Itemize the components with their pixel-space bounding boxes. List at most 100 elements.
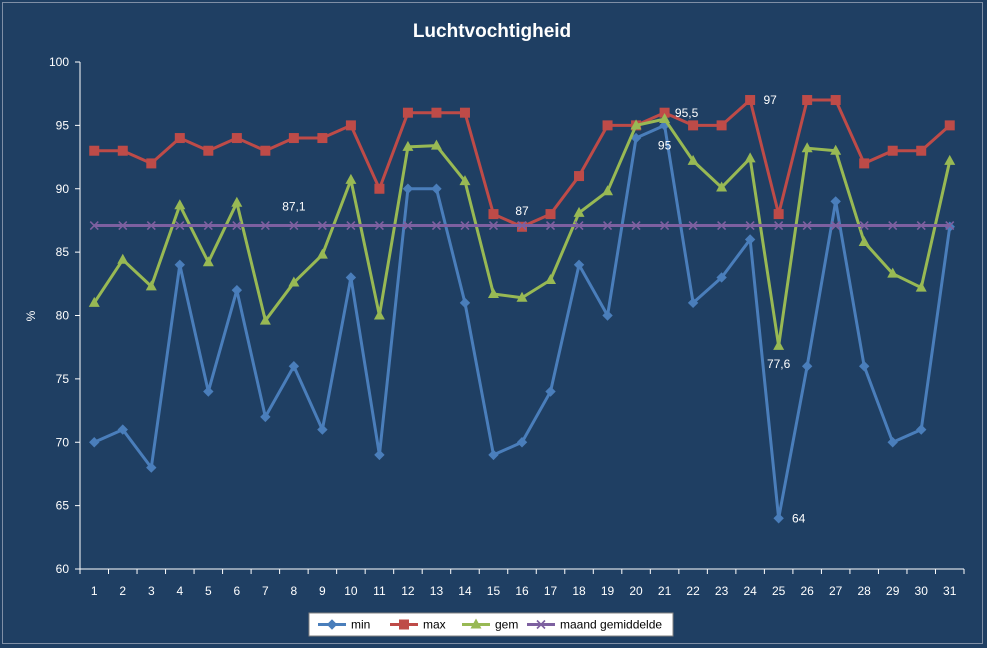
point-max — [345, 120, 356, 131]
point-max — [887, 145, 898, 156]
point-maand-gemiddelde — [574, 220, 584, 231]
data-label: 87,1 — [282, 200, 306, 214]
y-tick-label: 95 — [56, 118, 70, 132]
point-gem — [773, 339, 785, 350]
point-gem — [316, 248, 328, 259]
point-max — [174, 133, 185, 144]
point-max — [317, 133, 328, 144]
point-maand-gemiddelde — [317, 220, 327, 231]
data-label: 77,6 — [767, 357, 791, 371]
point-gem — [687, 154, 699, 165]
point-min — [431, 183, 442, 194]
x-tick-label: 22 — [686, 584, 700, 598]
point-maand-gemiddelde — [774, 220, 784, 231]
point-min — [573, 259, 585, 271]
point-maand-gemiddelde — [631, 220, 641, 231]
point-min — [602, 310, 613, 321]
point-gem — [915, 281, 927, 292]
x-tick-label: 24 — [743, 584, 757, 598]
x-tick-label: 11 — [373, 584, 386, 598]
point-gem — [231, 196, 243, 207]
legend-marker-min — [326, 619, 338, 630]
point-min — [146, 462, 157, 473]
point-gem — [659, 113, 671, 124]
point-maand-gemiddelde — [89, 220, 99, 231]
point-min — [744, 234, 756, 245]
point-max — [146, 158, 157, 169]
x-tick-label: 15 — [487, 584, 501, 598]
point-gem — [630, 119, 642, 130]
series-layer — [88, 95, 956, 524]
point-maand-gemiddelde — [745, 220, 755, 231]
x-tick-label: 8 — [291, 584, 298, 598]
series-maand-gemiddelde — [89, 220, 955, 231]
x-tick-label: 5 — [205, 584, 212, 598]
legend-item-gem: gem — [462, 618, 518, 632]
legend-item-maand-gemiddelde: maand gemiddelde — [527, 618, 662, 632]
point-max — [117, 145, 128, 156]
point-gem — [858, 235, 870, 246]
point-gem — [545, 274, 557, 285]
x-tick-label: 16 — [515, 584, 529, 598]
point-maand-gemiddelde — [175, 220, 185, 231]
point-min — [288, 360, 300, 372]
x-tick-label: 28 — [858, 584, 872, 598]
point-maand-gemiddelde — [232, 220, 242, 231]
point-maand-gemiddelde — [289, 220, 299, 231]
point-max — [545, 209, 556, 220]
point-gem — [516, 291, 528, 302]
point-max — [859, 158, 870, 169]
y-tick-label: 80 — [56, 309, 70, 323]
point-max — [659, 107, 670, 118]
legend-label-gem: gem — [495, 618, 518, 632]
series-line-gem — [93, 117, 952, 348]
point-maand-gemiddelde — [945, 220, 955, 231]
point-gem — [174, 199, 186, 210]
point-gem — [202, 256, 214, 267]
x-tick-label: 30 — [915, 584, 929, 598]
point-max — [459, 107, 470, 118]
y-tick-label: 65 — [56, 499, 70, 513]
point-max — [916, 145, 927, 156]
point-min — [516, 437, 528, 448]
point-min — [459, 297, 471, 309]
series-gem — [88, 113, 956, 350]
data-label: 95,5 — [675, 106, 699, 120]
point-gem — [145, 280, 157, 291]
point-min — [117, 424, 128, 435]
x-tick-label: 1 — [91, 584, 98, 598]
point-min — [858, 360, 870, 372]
point-maand-gemiddelde — [374, 220, 384, 231]
point-min — [260, 411, 271, 423]
point-min — [89, 437, 100, 448]
point-maand-gemiddelde — [545, 220, 556, 231]
point-max — [944, 120, 955, 131]
point-min — [488, 449, 499, 461]
point-gem — [402, 140, 414, 151]
point-max — [802, 95, 813, 106]
point-min — [687, 297, 699, 309]
point-min — [545, 386, 556, 397]
x-tick-label: 21 — [658, 584, 672, 598]
point-maand-gemiddelde — [431, 220, 442, 231]
x-tick-label: 9 — [319, 584, 326, 598]
point-gem — [887, 267, 899, 278]
point-maand-gemiddelde — [660, 220, 670, 231]
point-gem — [744, 152, 756, 163]
series-min — [89, 120, 955, 524]
point-max — [773, 209, 784, 220]
data-label: 95 — [658, 138, 672, 152]
legend-label-max: max — [423, 618, 446, 632]
point-max — [402, 107, 413, 118]
legend-box — [308, 612, 674, 637]
legend-marker-maand-gemiddelde — [536, 619, 546, 630]
point-max — [288, 133, 299, 144]
point-maand-gemiddelde — [802, 220, 812, 231]
point-min — [887, 437, 898, 448]
point-max — [89, 145, 100, 156]
point-maand-gemiddelde — [859, 220, 869, 231]
x-tick-label: 12 — [401, 584, 415, 598]
series-line-min — [93, 123, 952, 520]
